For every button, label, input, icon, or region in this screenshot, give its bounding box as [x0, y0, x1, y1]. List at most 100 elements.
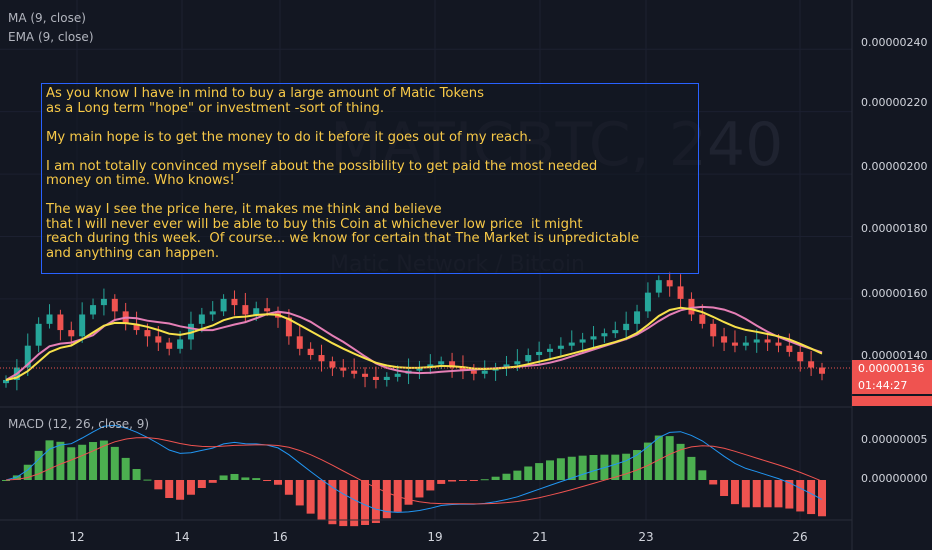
- macd-histogram-bar: [295, 480, 304, 506]
- candle-body: [536, 351, 543, 356]
- candle-body: [710, 323, 717, 337]
- macd-legend-label[interactable]: MACD (12, 26, close, 9): [8, 417, 150, 431]
- macd-histogram-bar: [524, 466, 533, 480]
- ema-legend-label[interactable]: EMA (9, close): [8, 30, 94, 44]
- candle-body: [786, 345, 793, 352]
- macd-histogram-bar: [741, 480, 750, 508]
- candle-body: [438, 361, 445, 365]
- price-tick-240: 0.00000240: [861, 36, 928, 49]
- candle-body: [340, 367, 347, 371]
- price-tick-200: 0.00000200: [861, 160, 928, 173]
- macd-histogram-bar: [774, 480, 783, 508]
- note-line: reach during this week. Of course... we …: [46, 231, 640, 246]
- candle-body: [634, 311, 641, 324]
- candle-body: [198, 314, 205, 324]
- macd-histogram-bar: [785, 480, 794, 509]
- macd-tick-0: 0.00000000: [861, 472, 928, 485]
- macd-histogram-bar: [720, 480, 729, 497]
- price-tag-overflow: [852, 396, 932, 406]
- last-price-tag: 0.00000136: [852, 360, 932, 377]
- candle-body: [144, 330, 151, 337]
- candle-body: [503, 364, 510, 368]
- macd-histogram-bar: [502, 473, 511, 480]
- candle-body: [351, 370, 358, 374]
- candle-body: [601, 333, 608, 337]
- candle-body: [481, 370, 488, 374]
- macd-histogram-bar: [458, 480, 467, 481]
- macd-histogram-bar: [56, 441, 65, 480]
- macd-histogram-bar: [752, 480, 761, 508]
- candle-body: [90, 305, 97, 315]
- time-tick-19: 19: [427, 530, 443, 544]
- candle-body: [329, 361, 336, 368]
- candle-body: [155, 336, 162, 343]
- macd-histogram-bar: [339, 480, 348, 527]
- macd-histogram-bar: [709, 480, 718, 485]
- candle-body: [547, 348, 553, 352]
- ma-legend-label[interactable]: MA (9, close): [8, 11, 86, 25]
- macd-histogram-bar: [230, 473, 239, 480]
- macd-histogram-bar: [622, 453, 631, 480]
- candle-body: [775, 342, 782, 346]
- macd-histogram-bar: [110, 446, 119, 480]
- candle-body: [666, 280, 673, 287]
- candle-body: [731, 342, 738, 346]
- macd-histogram-bar: [121, 457, 130, 480]
- macd-histogram-bar: [34, 450, 43, 480]
- note-line: I am not totally convinced myself about …: [46, 158, 598, 174]
- time-tick-26: 26: [792, 530, 808, 544]
- macd-histogram-bar: [491, 476, 500, 480]
- candle-body: [264, 308, 271, 312]
- candle-body: [819, 367, 825, 374]
- candle-body: [231, 298, 238, 306]
- candle-body: [470, 370, 477, 374]
- macd-histogram-bar: [252, 478, 261, 480]
- macd-histogram-bar: [371, 480, 380, 524]
- candle-body: [644, 292, 651, 312]
- candle-body: [177, 339, 184, 349]
- candle-body: [296, 336, 303, 349]
- candle-body: [307, 348, 314, 356]
- candle-body: [416, 367, 423, 371]
- candle-body: [427, 364, 434, 368]
- price-tick-140: 0.00000140: [861, 349, 928, 362]
- macd-histogram-bar: [361, 480, 370, 525]
- macd-histogram-bar: [807, 480, 816, 515]
- candle-body: [285, 317, 292, 337]
- macd-histogram-bar: [99, 440, 108, 480]
- macd-signal-line: [5, 437, 823, 505]
- macd-histogram-bar: [589, 454, 598, 480]
- macd-histogram-bar: [186, 480, 195, 495]
- candle-body: [46, 314, 53, 324]
- note-line: My main hope is to get the money to do i…: [46, 129, 532, 145]
- candle-body: [688, 298, 695, 315]
- candle-body: [579, 339, 586, 343]
- time-tick-23: 23: [638, 530, 654, 544]
- candle-body: [721, 336, 728, 343]
- price-tick-220: 0.00000220: [861, 96, 928, 109]
- macd-histogram-bar: [12, 475, 21, 480]
- macd-histogram: [2, 435, 826, 527]
- candle-body: [166, 342, 173, 349]
- macd-histogram-bar: [23, 464, 32, 480]
- note-line: [46, 189, 694, 204]
- text-note[interactable]: As you know I have in mind to buy a larg…: [41, 83, 699, 274]
- time-tick-21: 21: [532, 530, 548, 544]
- macd-histogram-bar: [763, 480, 772, 508]
- candle-body: [383, 376, 390, 380]
- price-tick-160: 0.00000160: [861, 287, 928, 300]
- macd-histogram-bar: [567, 456, 576, 480]
- candle-body: [362, 373, 369, 377]
- macd-histogram-bar: [350, 480, 359, 527]
- macd-histogram-bar: [643, 442, 652, 480]
- macd-histogram-bar: [274, 480, 282, 485]
- candle-body: [394, 373, 401, 377]
- candle-body: [459, 367, 466, 371]
- note-line: [46, 116, 694, 131]
- candle-body: [655, 280, 662, 293]
- macd-histogram-bar: [382, 480, 391, 519]
- candle-body: [24, 345, 31, 368]
- macd-histogram-bar: [546, 460, 554, 480]
- macd-histogram-bar: [698, 470, 707, 480]
- note-line: As you know I have in mind to buy a larg…: [46, 86, 484, 101]
